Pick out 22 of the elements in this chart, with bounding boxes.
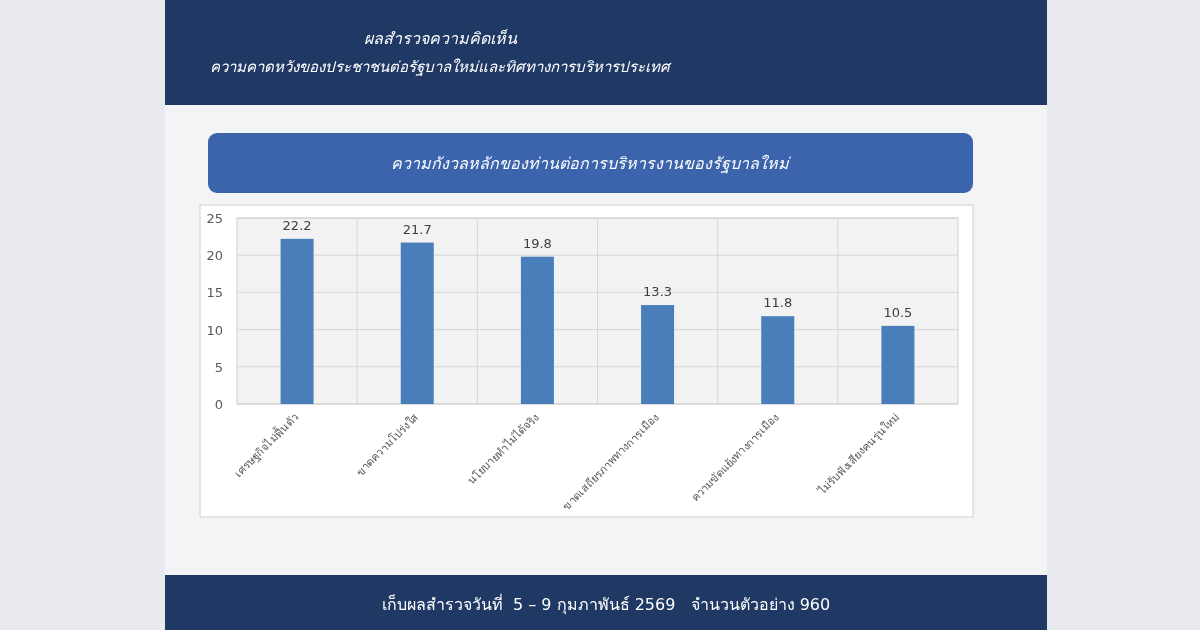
y-tick-label: 10 (206, 322, 223, 338)
data-label: 21.7 (402, 221, 432, 237)
y-tick-label: 25 (206, 211, 223, 226)
y-tick-label: 0 (214, 397, 223, 412)
y-tick-label: 20 (206, 248, 223, 264)
data-label: 22.2 (282, 217, 312, 233)
bar (520, 256, 554, 404)
bar (761, 316, 795, 404)
bar (400, 242, 434, 404)
data-label: 19.8 (522, 235, 552, 251)
bar (280, 238, 314, 404)
y-tick-label: 15 (206, 285, 223, 301)
chart-title: ผลสำรวจความคิดเห็น (363, 29, 518, 48)
bar (881, 325, 915, 404)
data-label: 13.3 (643, 284, 673, 300)
data-label: 10.5 (883, 304, 913, 320)
y-tick-label: 5 (214, 359, 223, 375)
data-label: 11.8 (763, 295, 793, 311)
text: ความกังวลหลักของท่านต่อการบริหารงานของรัฐบาลใหม่ (391, 154, 791, 174)
chart-subtitle: ความคาดหวังของประชาชนต่อรัฐบาลใหม่และทิศทางการบริหารประเทศ (210, 58, 672, 76)
text: เก็บผลสำรวจวันที่ 5 – 9 กุมภาพันธ์ 2569 จำนวนตัวอย่าง 960 (381, 593, 831, 615)
bar (641, 305, 675, 404)
